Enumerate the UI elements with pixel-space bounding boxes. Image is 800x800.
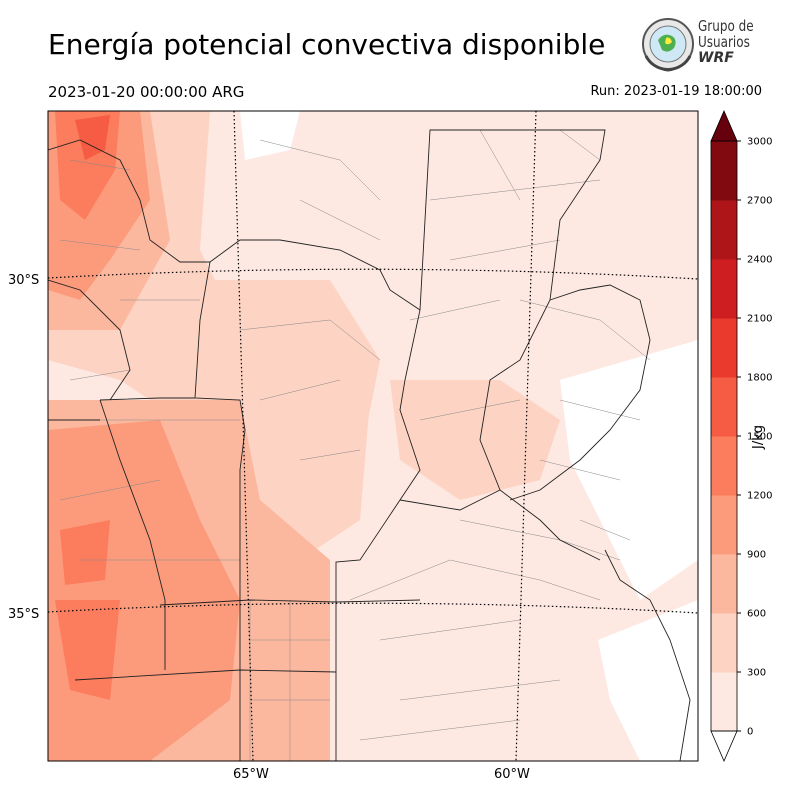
colorbar-band bbox=[711, 377, 737, 437]
graticule bbox=[48, 111, 698, 761]
colorbar-tick-label: 2700 bbox=[747, 196, 772, 207]
colorbar-over-arrow bbox=[710, 109, 738, 142]
colorbar-unit: J/kg bbox=[751, 425, 766, 450]
run-time: Run: 2023-01-19 18:00:00 bbox=[590, 84, 762, 99]
colorbar-band bbox=[711, 259, 737, 319]
wrf-logo: Grupo de Usuarios WRF bbox=[638, 16, 768, 74]
lat-label-30s: 30°S bbox=[8, 273, 39, 288]
map-frame bbox=[47, 110, 699, 762]
colorbar-tick-label: 0 bbox=[747, 727, 753, 738]
colorbar-tick-label: 1500 bbox=[747, 432, 772, 443]
colorbar: 0 300 600 900 1200 1500 1800 2100 2400 2700 3000 bbox=[710, 109, 772, 763]
colorbar-under-arrow bbox=[710, 730, 738, 763]
colorbar-tick-label: 300 bbox=[747, 668, 766, 679]
colorbar-band bbox=[711, 318, 737, 378]
lon-label-60w: 60°W bbox=[494, 767, 530, 782]
colorbar-band bbox=[711, 141, 737, 201]
colorbar-tick-label: 2100 bbox=[747, 314, 772, 325]
colorbar-band bbox=[711, 554, 737, 614]
logo-line-2: Usuarios bbox=[698, 33, 750, 51]
colorbar-tick-label: 1200 bbox=[747, 491, 772, 502]
political-boundaries bbox=[48, 129, 691, 761]
cape-field bbox=[48, 111, 698, 761]
colorbar-band bbox=[711, 436, 737, 496]
colorbar-tick-label: 600 bbox=[747, 609, 766, 620]
lat-label-35s: 35°S bbox=[8, 607, 39, 622]
valid-time: 2023-01-20 00:00:00 ARG bbox=[48, 83, 245, 101]
colorbar-band bbox=[711, 200, 737, 260]
colorbar-band bbox=[711, 613, 737, 673]
colorbar-tick-label: 3000 bbox=[747, 137, 772, 148]
colorbar-tick-label: 1800 bbox=[747, 373, 772, 384]
colorbar-band bbox=[711, 672, 737, 732]
colorbar-tick-label: 2400 bbox=[747, 255, 772, 266]
colorbar-tick-label: 900 bbox=[747, 550, 766, 561]
logo-line-1: Grupo de bbox=[698, 17, 754, 35]
lon-label-65w: 65°W bbox=[233, 767, 269, 782]
map-title: Energía potencial convectiva disponible bbox=[48, 28, 606, 61]
globe-seal-icon bbox=[642, 18, 694, 72]
colorbar-band bbox=[711, 495, 737, 555]
logo-line-3: WRF bbox=[698, 50, 734, 66]
